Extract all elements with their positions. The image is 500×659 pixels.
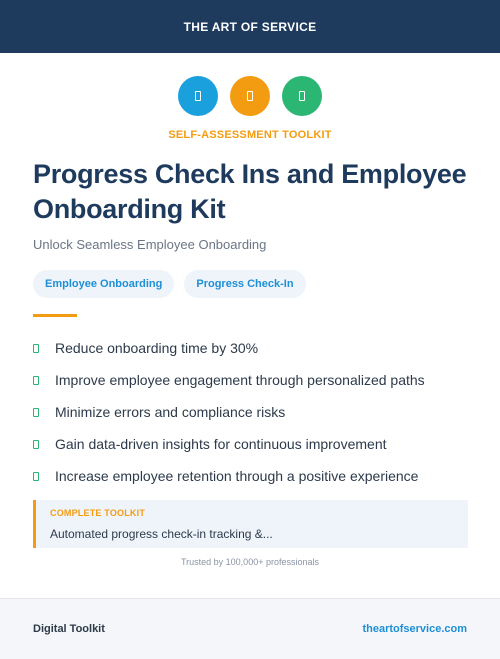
website-link[interactable]: theartofservice.com xyxy=(362,623,467,635)
tag-employee-onboarding[interactable]: Employee Onboarding xyxy=(33,270,175,298)
benefit-item: Minimize errors and compliance risks xyxy=(33,396,473,428)
benefit-item: Gain data-driven insights for continuous… xyxy=(33,428,473,460)
check-icon xyxy=(33,407,39,417)
benefit-item: Increase employee retention through a po… xyxy=(33,460,473,492)
callout-text: Automated progress check-in tracking &..… xyxy=(50,527,273,541)
benefit-text: Minimize errors and compliance risks xyxy=(55,404,286,420)
kicker-label: SELF-ASSESSMENT TOOLKIT xyxy=(168,129,332,141)
document-icon xyxy=(195,91,201,101)
benefit-list: Reduce onboarding time by 30% Improve em… xyxy=(33,332,473,492)
check-icon xyxy=(33,471,39,481)
check-icon xyxy=(33,375,39,385)
benefit-text: Gain data-driven insights for continuous… xyxy=(55,436,387,452)
benefit-text: Increase employee retention through a po… xyxy=(55,468,419,484)
benefit-text: Improve employee engagement through pers… xyxy=(55,372,425,388)
document-icon xyxy=(299,91,305,101)
trust-note: Trusted by 100,000+ professionals xyxy=(180,557,319,567)
benefit-text: Reduce onboarding time by 30% xyxy=(55,340,259,356)
benefit-item: Improve employee engagement through pers… xyxy=(33,364,473,396)
callout-label: COMPLETE TOOLKIT xyxy=(50,508,146,518)
tag-progress-check-in[interactable]: Progress Check-In xyxy=(184,270,306,298)
orange-circle-icon xyxy=(230,76,270,116)
footer: Digital Toolkit theartofservice.com xyxy=(0,598,500,659)
footer-label: Digital Toolkit xyxy=(33,623,105,635)
icon-row xyxy=(0,76,500,116)
check-icon xyxy=(33,439,39,449)
blue-circle-icon xyxy=(178,76,218,116)
document-icon xyxy=(247,91,253,101)
brand-name: THE ART OF SERVICE xyxy=(183,19,317,34)
green-circle-icon xyxy=(282,76,322,116)
toolkit-callout: COMPLETE TOOLKIT Automated progress chec… xyxy=(33,500,468,548)
header-bar: THE ART OF SERVICE xyxy=(0,0,500,53)
subtitle: Unlock Seamless Employee Onboarding xyxy=(33,237,267,252)
tag-list: Employee Onboarding Progress Check-In xyxy=(33,270,306,298)
accent-divider xyxy=(33,314,77,317)
check-icon xyxy=(33,343,39,353)
page-title: Progress Check Ins and Employee Onboardi… xyxy=(33,159,467,224)
benefit-item: Reduce onboarding time by 30% xyxy=(33,332,473,364)
